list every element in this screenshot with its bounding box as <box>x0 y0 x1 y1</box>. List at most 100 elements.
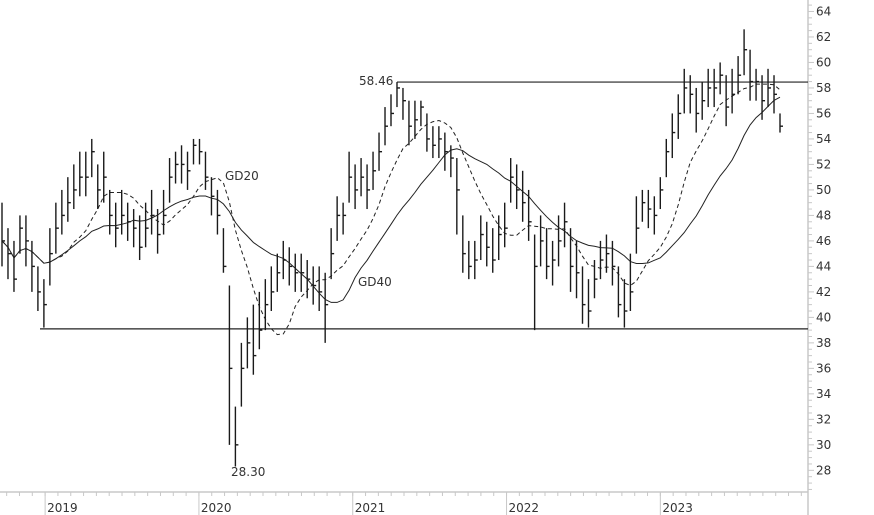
price-bar <box>1 202 5 267</box>
price-bar <box>318 266 323 312</box>
price-bar <box>707 68 712 108</box>
price-bar <box>222 228 227 273</box>
gd20-label: GD20 <box>225 169 259 183</box>
price-bar <box>671 113 676 159</box>
price-bar <box>366 164 371 210</box>
price-bar <box>545 228 550 280</box>
price-bar <box>324 272 329 343</box>
price-bar <box>420 100 424 127</box>
price-bar <box>378 132 383 171</box>
price-bar <box>67 177 71 222</box>
price-bar <box>773 75 778 114</box>
y-tick-label: 62 <box>816 30 831 44</box>
price-bar <box>85 151 89 197</box>
price-bar <box>635 196 640 254</box>
axes: 28 30 32 34 36 38 40 42 44 46 48 50 52 54 56 58 60 62 64 20… <box>0 0 831 515</box>
price-bar <box>527 189 532 241</box>
price-bar <box>563 202 568 248</box>
price-bar <box>474 240 478 280</box>
y-tick-label: 52 <box>816 157 831 171</box>
price-bar <box>408 100 412 146</box>
price-bar <box>653 196 658 235</box>
price-bar <box>695 87 700 133</box>
price-bar <box>31 240 35 292</box>
price-bar <box>450 145 454 178</box>
moving-averages <box>1 83 781 336</box>
y-tick-label: 60 <box>816 55 831 69</box>
high-price-label: 58.46 <box>359 74 393 88</box>
price-bar <box>55 202 59 254</box>
price-bar <box>97 164 101 210</box>
support-resistance-lines <box>40 81 808 330</box>
price-bar <box>683 68 688 114</box>
price-bar <box>252 304 257 375</box>
price-bar <box>282 240 287 280</box>
price-bar <box>456 158 460 235</box>
price-bar <box>276 253 281 292</box>
y-tick-label: 34 <box>816 387 831 401</box>
price-bar <box>641 189 646 222</box>
price-bar <box>198 138 203 165</box>
price-bar <box>605 234 610 273</box>
y-tick-label: 38 <box>816 336 831 350</box>
price-bar <box>73 164 77 210</box>
price-bar <box>192 138 197 165</box>
price-bar <box>144 202 149 248</box>
y-tick-label: 46 <box>816 234 831 248</box>
price-bar <box>665 138 670 178</box>
price-bar <box>575 240 580 299</box>
price-bar <box>551 240 556 286</box>
gd20-line <box>1 83 781 336</box>
price-bar <box>569 228 574 292</box>
price-bar <box>677 94 682 139</box>
price-bar <box>264 279 269 331</box>
y-tick-label: 40 <box>816 310 831 324</box>
price-bar <box>294 253 299 292</box>
y-tick-label: 44 <box>816 259 831 273</box>
price-bar <box>79 151 83 197</box>
price-bar <box>216 189 221 235</box>
y-tick-label: 56 <box>816 106 831 120</box>
price-bar <box>593 260 598 299</box>
price-bar <box>37 266 41 312</box>
price-bar <box>731 68 736 114</box>
price-bar <box>61 189 65 235</box>
price-bar <box>749 49 754 101</box>
price-bar <box>180 145 185 184</box>
gd40-label: GD40 <box>358 275 392 289</box>
price-bar <box>629 253 634 312</box>
price-bar <box>115 202 119 248</box>
price-bar <box>132 209 137 248</box>
price-bar <box>174 151 179 184</box>
price-bar <box>647 189 652 229</box>
price-bar <box>120 189 125 235</box>
price-bar <box>462 215 466 273</box>
y-tick-label: 42 <box>816 285 831 299</box>
price-bar <box>270 266 275 312</box>
price-bar <box>156 209 161 254</box>
price-bar <box>761 75 766 120</box>
price-bar <box>725 75 730 127</box>
y-tick-label: 28 <box>816 463 831 477</box>
price-bar <box>91 138 95 178</box>
price-bar <box>617 266 622 318</box>
price-bar <box>390 94 394 127</box>
y-tick-label: 36 <box>816 361 831 375</box>
y-tick-label: 32 <box>816 412 831 426</box>
low-price-label: 28.30 <box>231 465 265 479</box>
price-bar <box>713 68 718 108</box>
price-bar <box>372 151 377 190</box>
price-bar <box>204 151 209 190</box>
price-bar <box>25 215 29 267</box>
price-bar <box>689 75 694 114</box>
price-bar <box>737 56 742 95</box>
price-bar <box>240 342 245 407</box>
price-bar <box>533 234 538 331</box>
y-tick-label: 48 <box>816 208 831 222</box>
price-bar <box>210 177 215 216</box>
gd40-line <box>1 96 781 303</box>
price-bar <box>342 202 347 235</box>
price-bar <box>306 260 311 299</box>
price-bar <box>186 151 191 190</box>
